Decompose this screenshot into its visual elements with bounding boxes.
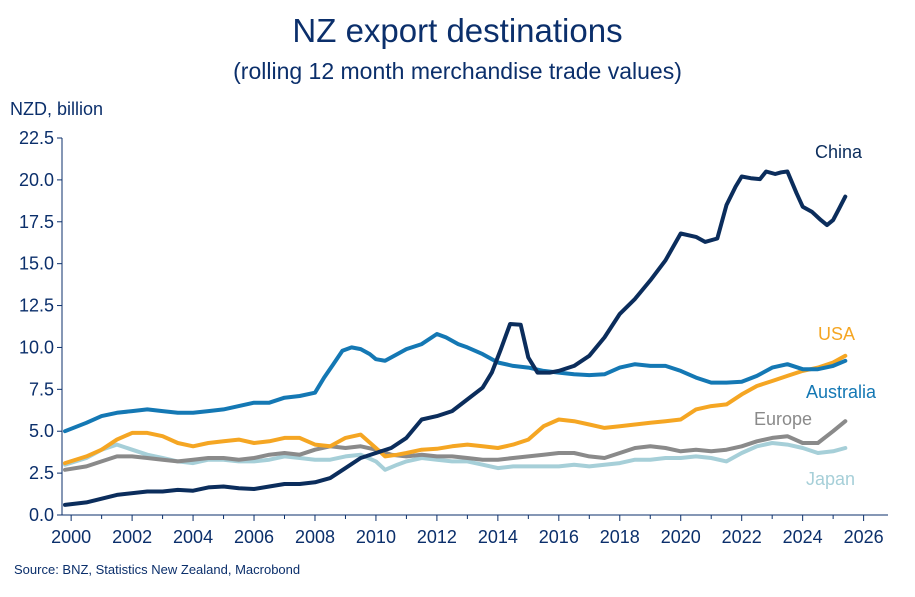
y-tick-label: 17.5 [19,212,54,232]
x-tick-label: 2004 [173,527,213,547]
series-line-australia [63,332,848,434]
x-tick-label: 2000 [51,527,91,547]
series-label-usa: USA [818,324,855,344]
series-label-europe: Europe [754,409,812,429]
y-tick-label: 10.0 [19,337,54,357]
series-labels: China USA Australia Europe Japan [754,142,877,489]
series-line-usa [63,353,848,466]
x-tick-label: 2006 [234,527,274,547]
x-tick-label: 2008 [295,527,335,547]
y-tick-label: 2.5 [29,463,54,483]
y-tick-label: 12.5 [19,296,54,316]
x-tick-label: 2012 [417,527,457,547]
axes: 0.0 2.5 5.0 7.5 10.0 12.5 15.0 17.5 20.0 22.5 2000… [19,128,888,547]
chart-title: NZ export destinations [292,12,623,49]
x-tick-label: 2024 [783,527,823,547]
y-tick-label: 22.5 [19,128,54,148]
x-tick-label: 2016 [539,527,579,547]
series-label-china: China [815,142,863,162]
x-tick-label: 2020 [661,527,701,547]
x-tick-label: 2022 [722,527,762,547]
y-tick-label: 0.0 [29,505,54,525]
series-label-australia: Australia [806,382,877,402]
series-line-china [63,169,848,507]
series-layer [63,169,848,507]
chart-subtitle: (rolling 12 month merchandise trade valu… [233,58,682,84]
x-tick-label: 2018 [600,527,640,547]
y-axis-unit-label: NZD, billion [10,99,104,119]
x-tick-label: 2010 [356,527,396,547]
y-tick-label: 7.5 [29,379,54,399]
source-note: Source: BNZ, Statistics New Zealand, Mac… [14,562,301,577]
y-tick-label: 15.0 [19,254,54,274]
y-tick-label: 20.0 [19,170,54,190]
x-tick-label: 2026 [844,527,884,547]
x-tick-label: 2002 [112,527,152,547]
series-label-japan: Japan [806,469,855,489]
series-line-europe [63,419,848,472]
y-tick-label: 5.0 [29,421,54,441]
series-line-japan [63,441,848,472]
x-tick-label: 2014 [478,527,518,547]
